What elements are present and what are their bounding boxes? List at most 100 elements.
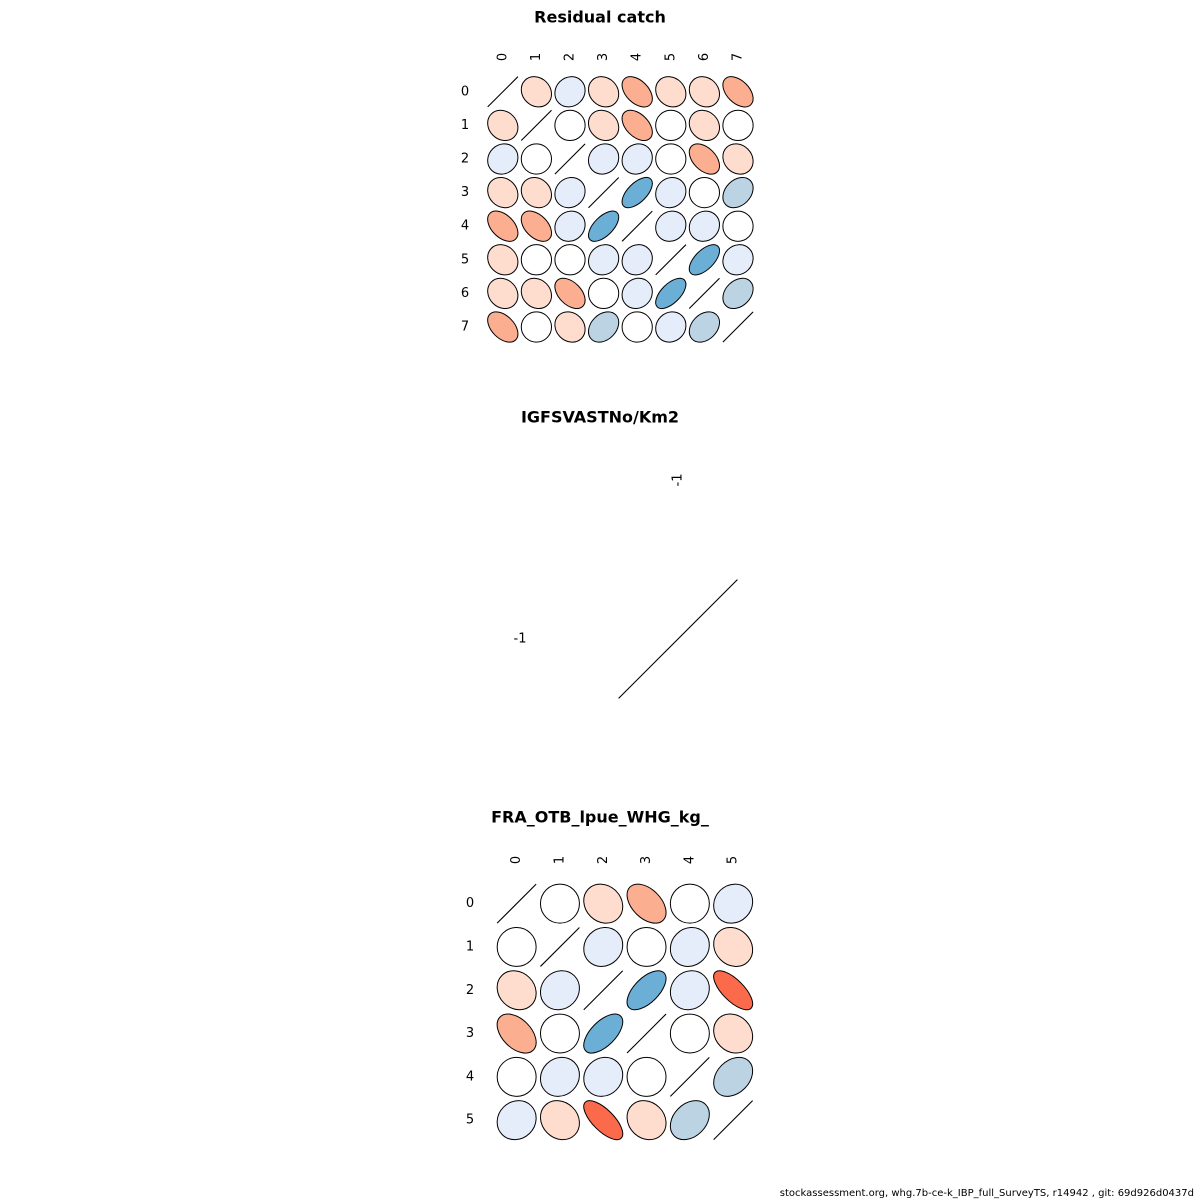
row-label: 2: [466, 983, 474, 998]
correlation-ellipse: [655, 210, 687, 242]
correlation-ellipse: [626, 970, 667, 1011]
correlation-ellipse: [587, 210, 620, 242]
correlation-ellipse: [539, 970, 580, 1011]
correlation-ellipse: [539, 1100, 580, 1141]
correlation-ellipse: [520, 176, 553, 209]
correlation-ellipse: [688, 109, 721, 142]
diagonal-mark: [554, 143, 586, 175]
col-label: 7: [731, 53, 746, 61]
correlation-ellipse: [554, 277, 586, 310]
correlation-ellipse: [655, 176, 687, 209]
row-label: 6: [461, 286, 469, 301]
correlation-ellipse: [496, 926, 537, 967]
row-label: 7: [461, 320, 469, 335]
correlation-ellipse: [487, 244, 519, 276]
col-label: 3: [596, 53, 611, 61]
diagonal-mark: [655, 244, 687, 276]
correlation-ellipse: [587, 277, 620, 310]
correlation-ellipse: [496, 1056, 537, 1097]
col-label: 5: [726, 856, 741, 864]
correlation-ellipse: [583, 883, 624, 924]
row-label: 4: [466, 1069, 474, 1084]
panel-title: FRA_OTB_lpue_WHG_kg_: [491, 808, 709, 827]
correlation-ellipse: [713, 1013, 754, 1054]
col-label: 1: [552, 856, 567, 864]
correlation-ellipse: [487, 210, 519, 242]
correlation-ellipse: [655, 143, 687, 175]
correlation-ellipse: [621, 76, 653, 108]
row-label: -1: [514, 632, 527, 647]
col-label: 4: [682, 856, 697, 864]
correlation-ellipse: [722, 176, 754, 209]
correlation-ellipse: [669, 883, 710, 924]
correlation-ellipse: [520, 277, 553, 310]
diagonal-mark: [669, 1056, 710, 1097]
correlation-ellipse: [621, 244, 653, 276]
correlation-ellipse: [713, 883, 754, 924]
diagonal-mark: [520, 109, 552, 141]
correlation-ellipse: [520, 244, 553, 276]
correlation-ellipse: [520, 311, 553, 343]
col-label: -1: [671, 474, 686, 487]
correlation-ellipse: [713, 1056, 754, 1097]
correlation-ellipse: [621, 176, 653, 209]
row-label: 1: [466, 939, 474, 954]
row-label: 4: [461, 219, 469, 234]
col-label: 1: [529, 53, 544, 61]
row-label: 5: [466, 1113, 474, 1128]
correlation-ellipse: [583, 1013, 624, 1054]
col-label: 3: [639, 856, 654, 864]
correlation-ellipse: [587, 244, 620, 276]
diagonal-mark: [487, 76, 519, 108]
correlation-ellipse: [621, 109, 653, 142]
correlation-ellipse: [655, 277, 687, 310]
panel-1: IGFSVASTNo/Km2 -1 -1: [514, 408, 738, 699]
correlation-ellipse: [669, 1100, 710, 1141]
correlation-ellipse: [669, 926, 710, 967]
row-label: 5: [461, 252, 469, 267]
correlation-ellipse: [688, 210, 721, 242]
correlation-ellipse: [722, 76, 754, 108]
diagonal-mark: [621, 210, 653, 242]
col-label: 6: [697, 53, 712, 61]
correlation-ellipse: [722, 109, 754, 142]
correlation-ellipse: [583, 1056, 624, 1097]
correlation-ellipse: [626, 1056, 667, 1097]
correlation-ellipse: [621, 311, 653, 343]
correlation-ellipse: [655, 109, 687, 142]
correlation-ellipse: [688, 143, 721, 175]
diagonal-mark: [688, 277, 720, 309]
row-label: 0: [466, 896, 474, 911]
correlation-ellipse: [520, 210, 553, 242]
correlation-ellipse: [626, 926, 667, 967]
row-label: 1: [461, 118, 469, 133]
col-label: 4: [630, 53, 645, 61]
footer-text: stockassessment.org, whg.7b-ce-k_IBP_ful…: [779, 1188, 1194, 1199]
diagonal-mark: [618, 579, 738, 699]
diagonal-mark: [496, 883, 537, 924]
correlation-ellipse: [487, 143, 519, 175]
diagonal-mark: [540, 927, 580, 967]
correlation-ellipse: [583, 926, 624, 967]
col-label: 2: [563, 53, 578, 61]
correlation-ellipse: [487, 277, 519, 310]
correlation-ellipse: [587, 311, 620, 343]
correlation-ellipse: [688, 311, 721, 343]
correlation-ellipse: [655, 311, 687, 343]
diagonal-mark: [713, 1100, 754, 1141]
correlation-ellipse: [539, 883, 580, 924]
correlation-ellipse: [722, 244, 754, 276]
correlation-ellipse: [587, 143, 620, 175]
row-label: 3: [461, 185, 469, 200]
correlation-ellipse: [722, 277, 754, 310]
correlation-ellipse: [539, 1013, 580, 1054]
correlation-ellipse: [688, 76, 721, 108]
correlation-ellipse: [713, 926, 754, 967]
row-label: 2: [461, 152, 469, 167]
correlation-ellipse: [496, 970, 537, 1011]
correlation-ellipse: [583, 1100, 624, 1141]
panel-0: Residual catch 0 1 2 3 4 5 6 7 0 1 2 3 4 5 6 7: [461, 8, 754, 343]
correlation-ellipse: [554, 244, 586, 276]
panel-title: Residual catch: [534, 8, 666, 27]
